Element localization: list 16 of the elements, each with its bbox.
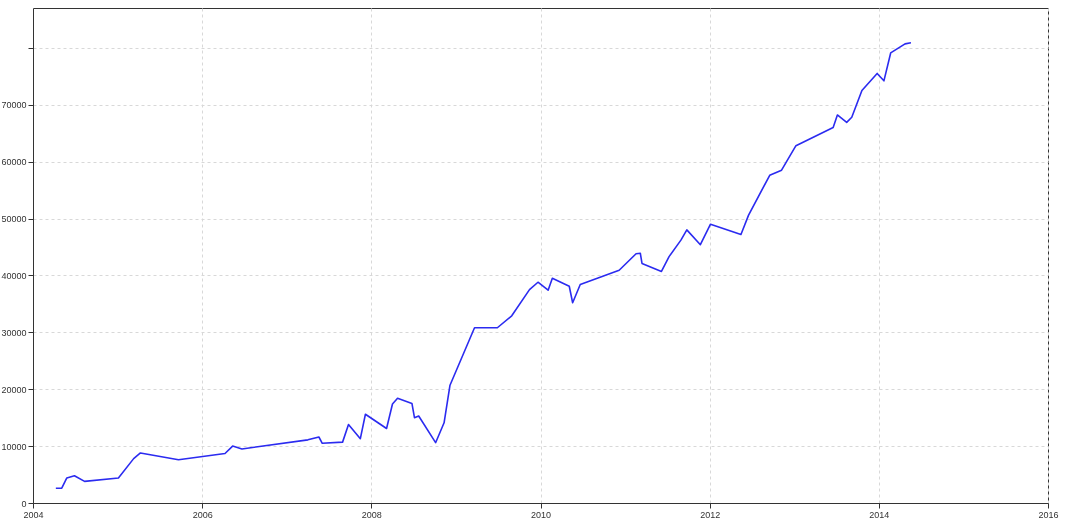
y-tick-label: 0 — [21, 498, 27, 509]
y-tick-label: 10000 — [1, 441, 27, 452]
x-tick-label: 2016 — [1038, 509, 1059, 520]
x-tick-label: 2006 — [192, 509, 213, 520]
x-tick-label: 2012 — [700, 509, 721, 520]
y-tick-label: 50000 — [1, 214, 27, 225]
x-tick-label: 2008 — [361, 509, 382, 520]
line-series — [55, 41, 912, 490]
x-tick-label: 2014 — [869, 509, 890, 520]
y-tick-label: 20000 — [1, 384, 27, 395]
x-tick-label: 2010 — [530, 509, 552, 520]
x-tick-label: 2004 — [23, 509, 44, 520]
y-tick-label: 40000 — [1, 270, 27, 281]
y-tick-label: 70000 — [1, 100, 27, 111]
y-tick-label: 30000 — [1, 327, 27, 338]
y-tick-label: 60000 — [1, 157, 27, 168]
